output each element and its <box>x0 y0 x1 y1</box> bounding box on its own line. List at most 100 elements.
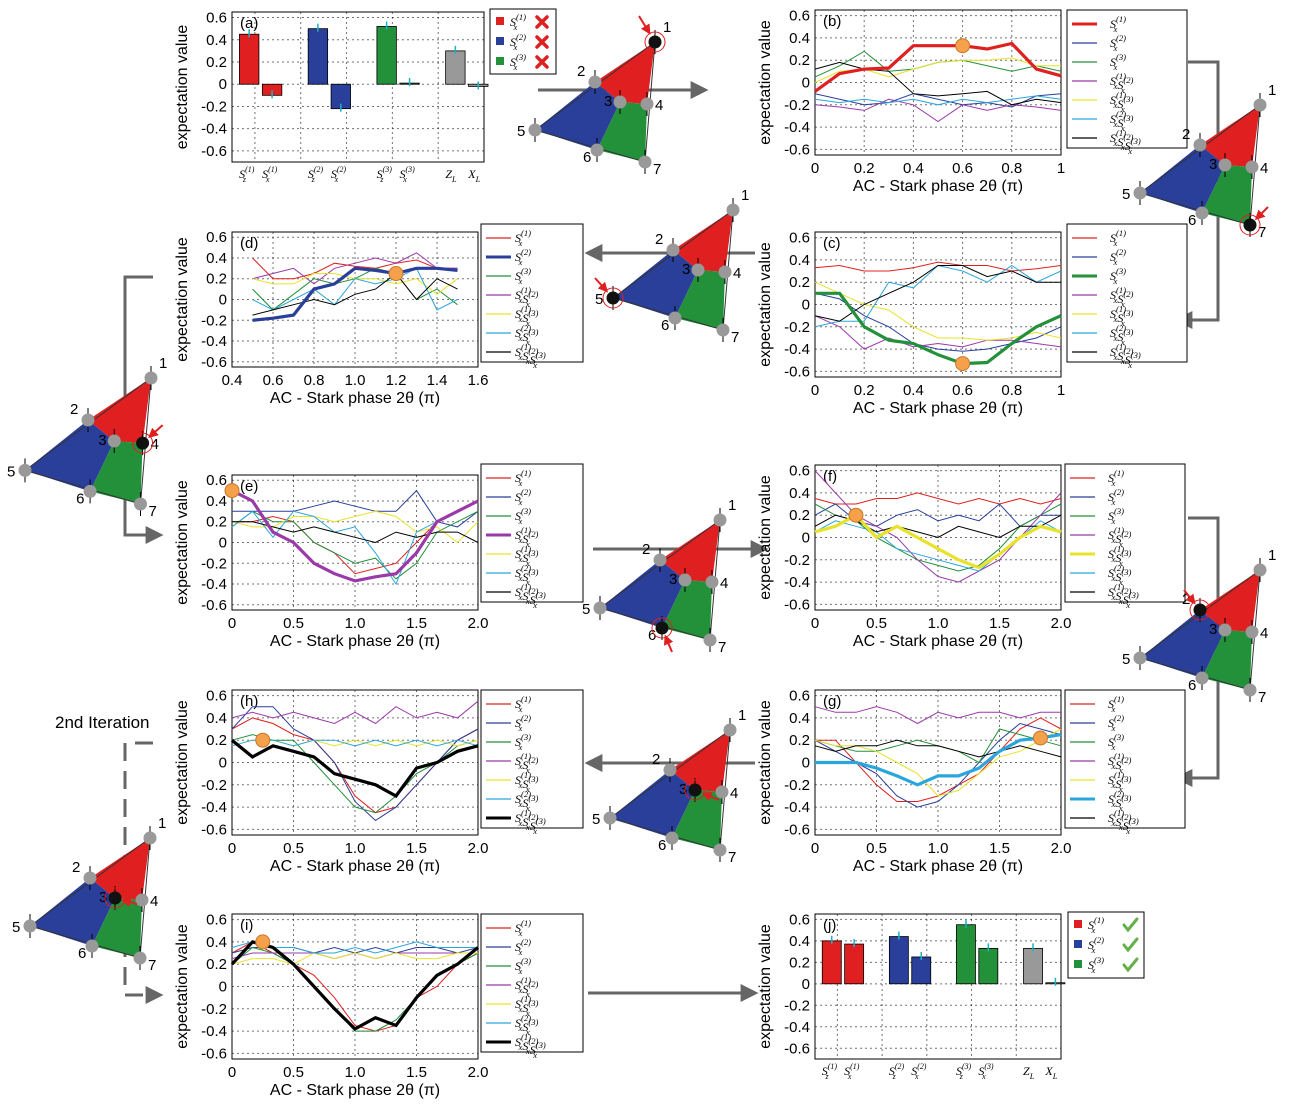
chart-e: 0.6 0.4 0.2 0 -0.2 -0.4 -0.6 expectation value (… <box>174 463 584 650</box>
node-label: 3 <box>98 432 106 449</box>
series-line-s12 <box>814 98 1062 123</box>
legend-box <box>1066 223 1188 363</box>
x-axis-label: AC - Stark phase 2θ (π) <box>853 400 1023 417</box>
lattice-triangle: 1 2 3 4 5 6 7 <box>594 187 749 346</box>
panel-label: (j) <box>823 917 836 934</box>
x-tick-label: S(3) z <box>377 165 393 184</box>
series-line-s13 <box>231 952 478 965</box>
node-label: 1 <box>738 707 746 724</box>
legend-box <box>1064 463 1186 603</box>
red-plaquette <box>670 730 730 792</box>
y-axis-label: expectation value <box>174 25 191 150</box>
node-label: 5 <box>517 123 525 140</box>
node-label: 5 <box>1122 651 1130 668</box>
y-tick-label: 0.2 <box>206 271 227 288</box>
x-axis-label: AC - Stark phase 2θ (π) <box>270 390 440 407</box>
node-3 <box>108 891 122 905</box>
y-tick-label: 0.6 <box>206 229 227 246</box>
panel-label: (b) <box>823 13 841 30</box>
x-tick-label: 2.0 <box>468 1064 489 1081</box>
node-2 <box>663 763 677 777</box>
x-tick-label: 1.6 <box>468 372 489 389</box>
node-label: 3 <box>604 93 612 110</box>
legend-entry: S(2) x <box>1110 247 1126 267</box>
legend-entry: S(3) x <box>510 52 526 72</box>
active-ring <box>651 617 673 639</box>
node-label: 7 <box>148 957 156 974</box>
node-label: 3 <box>99 889 107 906</box>
active-arrow <box>663 634 674 653</box>
legend-entry: S(1) x <box>510 12 526 32</box>
legend-entry: S(2) xS(3) x <box>515 789 539 813</box>
node-label: 3 <box>1209 621 1217 638</box>
series-line-s3 <box>815 291 1062 366</box>
node-label: 2 <box>577 63 585 80</box>
series-line-s12 <box>231 700 479 725</box>
y-tick-label: 0.4 <box>789 933 810 950</box>
node-label: 7 <box>1258 689 1266 706</box>
y-axis-label: expectation value <box>757 475 774 600</box>
node-label: 5 <box>7 463 15 480</box>
blue-plaquette <box>600 560 685 628</box>
node-5 <box>603 811 617 825</box>
panel-label: (c) <box>823 235 841 252</box>
series-line-s123 <box>814 61 1062 106</box>
node-5 <box>18 463 32 477</box>
legend-entry: S(1) xS(2) xS(3) x <box>1108 808 1139 836</box>
y-tick-label: 0.4 <box>789 485 810 502</box>
y-tick-label: -0.6 <box>784 363 810 380</box>
green-plaquette <box>672 790 722 850</box>
x-tick-label: 0 <box>228 1064 236 1081</box>
series-line-s123 <box>814 739 1062 758</box>
series-line-s123 <box>232 521 479 544</box>
lattice-triangle: 1 2 3 4 5 6 7 <box>517 15 671 178</box>
legend-entry: S(2) x <box>515 487 531 507</box>
green-plaquette <box>597 102 647 162</box>
y-axis-label: expectation value <box>174 700 191 825</box>
x-tick-label: 1.0 <box>345 840 366 857</box>
legend-entry: S(2) x <box>515 713 531 733</box>
series-line-s23 <box>231 739 479 747</box>
highlight-marker <box>255 732 271 748</box>
y-tick-label: -0.4 <box>784 574 810 591</box>
x-tick-label: S(1) x <box>262 165 278 184</box>
x-tick-label: 2.0 <box>468 840 489 857</box>
legend-entry: S(1) xS(2) x <box>515 751 539 775</box>
x-tick-label: 2.0 <box>468 615 489 632</box>
active-ring <box>132 432 154 454</box>
node-6 <box>85 939 99 953</box>
bar-2 <box>307 28 329 85</box>
legend-entry: S(1) xS(2) x <box>515 975 539 999</box>
y-tick-label: -0.2 <box>784 997 810 1014</box>
y-tick-label: -0.6 <box>784 821 810 838</box>
y-tick-label: 0.2 <box>206 514 227 531</box>
node-label: 1 <box>728 497 736 514</box>
x-tick-label: 1.0 <box>345 1064 366 1081</box>
legend-entry: S(2) x <box>515 247 531 267</box>
x-axis-label: AC - Stark phase 2θ (π) <box>853 858 1023 875</box>
x-tick-label: 1.0 <box>928 615 949 632</box>
y-axis-label: expectation value <box>757 242 774 367</box>
legend-entry: S(2) xS(3) x <box>515 323 539 347</box>
highlight-marker <box>255 934 271 950</box>
panel-label: (a) <box>240 15 258 32</box>
legend-entry: S(1) xS(3) x <box>515 994 539 1018</box>
node-label: 5 <box>12 919 20 936</box>
x-tick-label: 0.5 <box>283 615 304 632</box>
legend-entry: S(3) x <box>515 506 531 526</box>
legend-entry: S(1) x <box>1110 228 1126 248</box>
node-1 <box>726 203 740 217</box>
legend-entry: S(3) x <box>1108 506 1124 526</box>
legend-swatch <box>496 37 504 45</box>
chart-g: 0.6 0.4 0.2 0 -0.2 -0.4 -0.6 expectation value (… <box>757 688 1186 875</box>
active-arrow <box>701 791 720 802</box>
bar-5 <box>978 947 999 985</box>
series-line-s123 <box>230 940 480 1031</box>
x-tick-label: S(1) z <box>822 1062 838 1081</box>
legend-entry: S(2) x <box>1108 487 1124 507</box>
x-tick-label: 0.5 <box>283 1064 304 1081</box>
node-label: 6 <box>1188 677 1196 694</box>
legend-entry: S(3) x <box>1110 266 1126 286</box>
legend-entry: S(1) xS(2) x <box>1108 751 1132 775</box>
node-label: 1 <box>158 815 166 832</box>
